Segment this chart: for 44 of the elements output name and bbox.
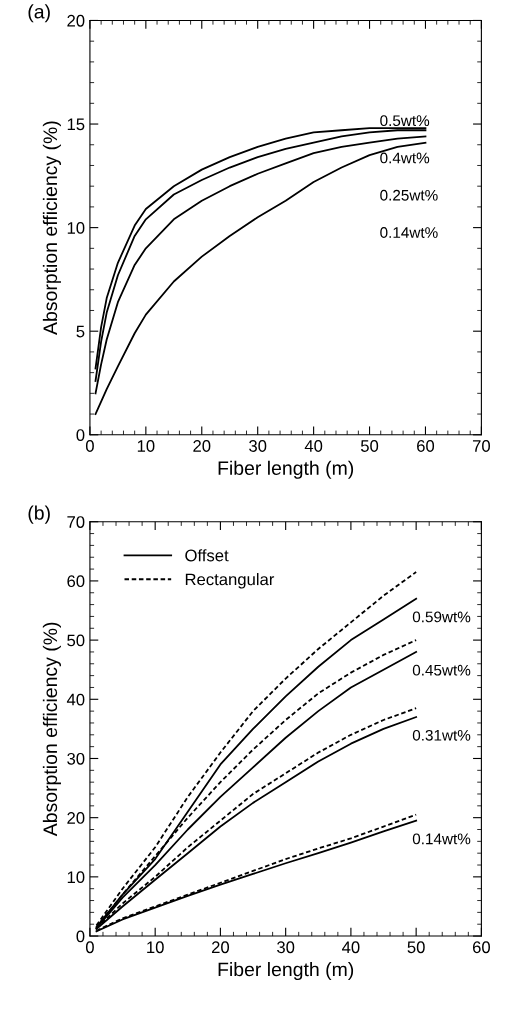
annotation: 0.31wt%: [412, 729, 471, 741]
annotation: 0.5wt%: [380, 115, 430, 127]
x-tick-label: 50: [407, 941, 425, 954]
x-tick-label: 0: [85, 941, 94, 954]
annotation: 0.59wt%: [412, 611, 471, 623]
x-tick-label: 60: [417, 440, 435, 452]
x-tick-label: 10: [147, 941, 164, 954]
x-tick-label: 60: [472, 941, 491, 954]
x-tick-label: 10: [137, 440, 155, 452]
annotation: 0.45wt%: [412, 664, 471, 676]
y-tick-label: 20: [67, 14, 85, 27]
x-tick-label: 30: [249, 440, 267, 452]
y-tick-label: 10: [67, 871, 85, 884]
y-tick-label: 70: [67, 516, 85, 528]
x-tick-label: 40: [304, 440, 323, 452]
x-tick-label: 50: [360, 440, 379, 452]
annotation: 0.14wt%: [380, 227, 438, 238]
y-axis-title: Absorption efficiency (%): [42, 121, 61, 335]
x-tick-label: 30: [277, 941, 295, 954]
annotation: 0.25wt%: [380, 189, 438, 201]
legend-label: Rectangular: [185, 573, 275, 589]
x-tick-label: 0: [85, 440, 94, 452]
y-axis-title: Absorption efficiency (%): [42, 622, 61, 837]
x-tick-label: 40: [342, 941, 360, 954]
annotation: 0.4wt%: [380, 152, 430, 164]
chart-title: (a): [28, 4, 50, 23]
y-tick-label: 5: [76, 325, 85, 338]
y-tick-label: 0: [76, 930, 85, 943]
chart-title: (b): [28, 505, 50, 524]
x-tick-label: 70: [472, 440, 491, 452]
x-axis-title: Fiber length (m): [218, 962, 354, 981]
annotation: 0.14wt%: [412, 833, 471, 845]
y-tick-label: 50: [67, 634, 85, 647]
y-tick-label: 10: [67, 222, 85, 234]
legend-label: Offset: [185, 549, 229, 562]
x-axis-title: Fiber length (m): [218, 460, 354, 479]
y-tick-label: 30: [67, 752, 85, 765]
x-tick-label: 20: [193, 440, 211, 452]
y-tick-label: 60: [67, 575, 85, 588]
y-tick-label: 40: [66, 693, 85, 706]
y-tick-label: 20: [67, 812, 85, 824]
x-tick-label: 20: [211, 941, 230, 954]
y-tick-label: 15: [67, 118, 85, 131]
y-tick-label: 0: [76, 429, 85, 441]
